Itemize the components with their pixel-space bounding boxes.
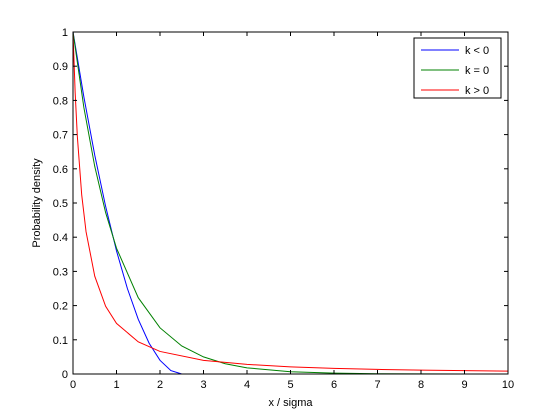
- y-tick-label: 0.2: [53, 301, 68, 313]
- x-tick-label: 8: [418, 379, 424, 391]
- y-tick-label: 0.8: [53, 95, 68, 107]
- y-tick-label: 0.5: [53, 198, 68, 210]
- y-tick-label: 0.7: [53, 130, 68, 142]
- y-tick-label: 0: [62, 369, 68, 381]
- x-tick-label: 3: [200, 379, 206, 391]
- y-axis-label: Probability density: [31, 158, 43, 248]
- series-line-2: [72, 31, 509, 372]
- y-tick-label: 1: [62, 27, 68, 39]
- x-tick-label: 9: [461, 379, 467, 391]
- legend-box: [413, 37, 502, 99]
- x-tick-label: 2: [157, 379, 163, 391]
- x-tick-label: 0: [70, 379, 76, 391]
- y-tick-label: 0.6: [53, 164, 68, 176]
- x-tick-label: 4: [244, 379, 250, 391]
- legend: k < 0 k = 0 k > 0: [413, 37, 502, 99]
- y-tick-label: 0.4: [53, 232, 68, 244]
- x-tick-label: 7: [374, 379, 380, 391]
- x-tick-label: 5: [287, 379, 293, 391]
- legend-label-k-positive: k > 0: [465, 85, 489, 97]
- ticks-layer: 0 1 2 3 4 5 6 7 8 9 10 0 0.1 0.2 0.3 0.4 0.5 0.6 0.7 0.8 0.9…: [53, 27, 514, 391]
- y-tick-label: 0.3: [53, 266, 68, 278]
- x-axis-label: x / sigma: [268, 397, 313, 409]
- x-tick-label: 10: [502, 379, 514, 391]
- x-tick-label: 6: [331, 379, 337, 391]
- legend-label-k-negative: k < 0: [465, 45, 489, 57]
- x-tick-label: 1: [113, 379, 119, 391]
- y-tick-label: 0.9: [53, 61, 68, 73]
- y-tick-label: 0.1: [53, 335, 68, 347]
- legend-label-k-zero: k = 0: [465, 65, 489, 77]
- series-line-0: [72, 31, 182, 375]
